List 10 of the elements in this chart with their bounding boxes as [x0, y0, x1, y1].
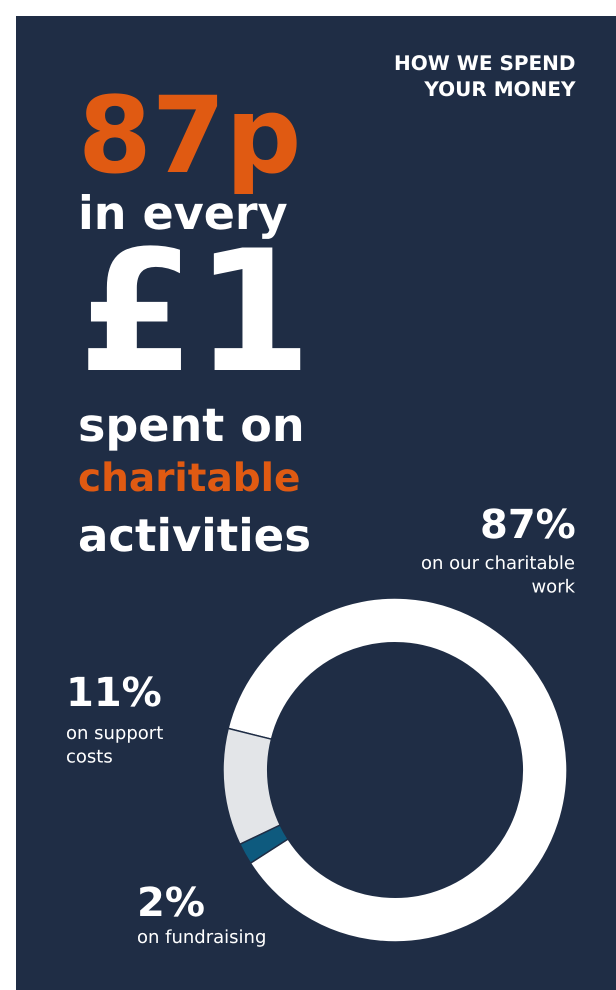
text: spent on [78, 398, 305, 452]
data-label: 87% [480, 502, 576, 548]
slice-label: on our charitable work [421, 553, 576, 598]
data-label: 11% [66, 670, 162, 716]
text: charitable [78, 456, 300, 501]
chart-title: HOW WE SPEND YOUR MONEY [394, 51, 576, 101]
text: activities [78, 509, 311, 562]
data-label: 2% [137, 880, 205, 926]
slice-label: on support costs [66, 723, 164, 768]
slice-label: on fundraising [137, 927, 266, 948]
